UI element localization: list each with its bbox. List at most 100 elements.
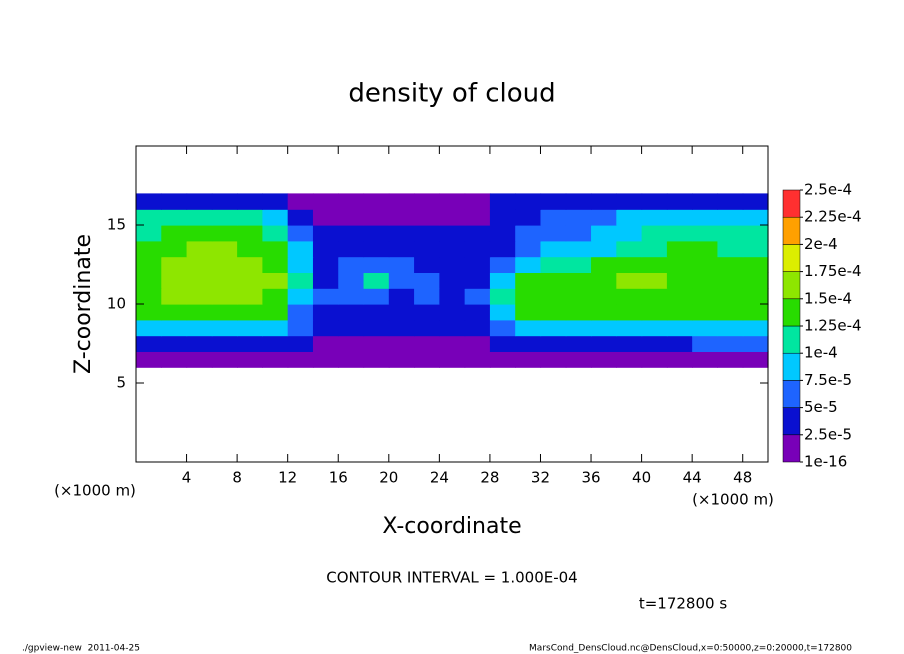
field-cell bbox=[666, 209, 693, 226]
field-cell bbox=[489, 240, 516, 258]
field-cell bbox=[666, 304, 693, 321]
x-tick-label: 24 bbox=[430, 469, 449, 487]
field-cell bbox=[742, 256, 769, 273]
field-cell bbox=[161, 240, 188, 258]
field-cell bbox=[237, 351, 263, 368]
field-cell bbox=[287, 272, 314, 289]
field-cell bbox=[388, 272, 415, 289]
field-cell bbox=[363, 304, 390, 321]
field-cell bbox=[616, 209, 643, 226]
field-cell bbox=[540, 240, 567, 258]
field-cell bbox=[515, 351, 542, 368]
field-cell bbox=[666, 240, 693, 258]
field-cell bbox=[363, 351, 390, 368]
field-cell bbox=[692, 225, 719, 242]
field-cell bbox=[237, 288, 263, 305]
field-cell bbox=[464, 209, 491, 226]
field-cell bbox=[211, 209, 238, 226]
field-cell bbox=[262, 351, 289, 368]
field-cell bbox=[211, 319, 238, 337]
field-cell bbox=[489, 304, 516, 321]
field-cell bbox=[186, 225, 213, 242]
field-cell bbox=[591, 193, 617, 210]
field-cell bbox=[641, 209, 668, 226]
field-cell bbox=[489, 256, 516, 273]
field-cell bbox=[363, 272, 390, 289]
field-cell bbox=[540, 335, 567, 352]
field-cell bbox=[616, 319, 643, 337]
field-cell bbox=[565, 193, 592, 210]
field-cell bbox=[616, 351, 643, 368]
field-cell bbox=[161, 335, 188, 352]
field-cell bbox=[186, 288, 213, 305]
field-cell bbox=[237, 335, 263, 352]
field-cell bbox=[312, 304, 339, 321]
colorbar-label: 1.75e-4 bbox=[804, 262, 862, 280]
field-cell bbox=[666, 335, 693, 352]
x-tick-label: 44 bbox=[683, 469, 702, 487]
field-cell bbox=[186, 304, 213, 321]
field-cell bbox=[136, 272, 162, 289]
field-cell bbox=[540, 319, 567, 337]
x-axis-label: X-coordinate bbox=[382, 514, 521, 539]
field-cell bbox=[464, 335, 491, 352]
colorbar-box bbox=[782, 271, 801, 300]
field-cell bbox=[414, 304, 440, 321]
field-cell bbox=[464, 319, 491, 337]
field-cell bbox=[464, 256, 491, 273]
field-cell bbox=[312, 288, 339, 305]
colorbar-label: 1.25e-4 bbox=[804, 317, 862, 335]
field-cell bbox=[237, 319, 263, 337]
field-cell bbox=[287, 209, 314, 226]
field-cell bbox=[211, 240, 238, 258]
field-cell bbox=[489, 351, 516, 368]
field-cell bbox=[666, 256, 693, 273]
field-cell bbox=[666, 193, 693, 210]
field-cell bbox=[515, 335, 542, 352]
field-cell bbox=[262, 335, 289, 352]
field-cell bbox=[414, 240, 440, 258]
field-cell bbox=[666, 288, 693, 305]
x-tick-label: 16 bbox=[329, 469, 348, 487]
field-cell bbox=[338, 351, 365, 368]
field-cell bbox=[388, 240, 415, 258]
field-cell bbox=[540, 351, 567, 368]
field-cell bbox=[489, 288, 516, 305]
field-cell bbox=[312, 193, 339, 210]
colorbar-box bbox=[782, 380, 801, 408]
field-cell bbox=[136, 256, 162, 273]
colorbar-label: 2.25e-4 bbox=[804, 208, 862, 226]
field-cell bbox=[237, 256, 263, 273]
colorbar-box bbox=[782, 325, 801, 354]
field-cell bbox=[616, 193, 643, 210]
field-cell bbox=[363, 288, 390, 305]
field-cell bbox=[692, 335, 719, 352]
field-cell bbox=[439, 319, 466, 337]
field-cell bbox=[262, 288, 289, 305]
field-cell bbox=[388, 335, 415, 352]
field-cell bbox=[717, 209, 744, 226]
field-cell bbox=[338, 256, 365, 273]
field-cell bbox=[717, 272, 744, 289]
field-cell bbox=[414, 351, 440, 368]
field-cell bbox=[742, 319, 769, 337]
field-cell bbox=[338, 193, 365, 210]
field-cell bbox=[692, 209, 719, 226]
field-cell bbox=[464, 288, 491, 305]
field-cell bbox=[161, 272, 188, 289]
field-cell bbox=[136, 304, 162, 321]
x-unit-label: (×1000 m) bbox=[692, 491, 774, 509]
field-cell bbox=[742, 335, 769, 352]
y-tick-label: 15 bbox=[107, 216, 126, 234]
field-cell bbox=[641, 288, 668, 305]
field-cell bbox=[186, 240, 213, 258]
field-cell bbox=[692, 288, 719, 305]
field-cell bbox=[262, 256, 289, 273]
x-tick-label: 32 bbox=[531, 469, 550, 487]
field-cell bbox=[540, 304, 567, 321]
field-cell bbox=[666, 351, 693, 368]
field-cell bbox=[692, 240, 719, 258]
time-label: t=172800 s bbox=[639, 595, 727, 613]
field-cell bbox=[237, 225, 263, 242]
field-cell bbox=[414, 225, 440, 242]
